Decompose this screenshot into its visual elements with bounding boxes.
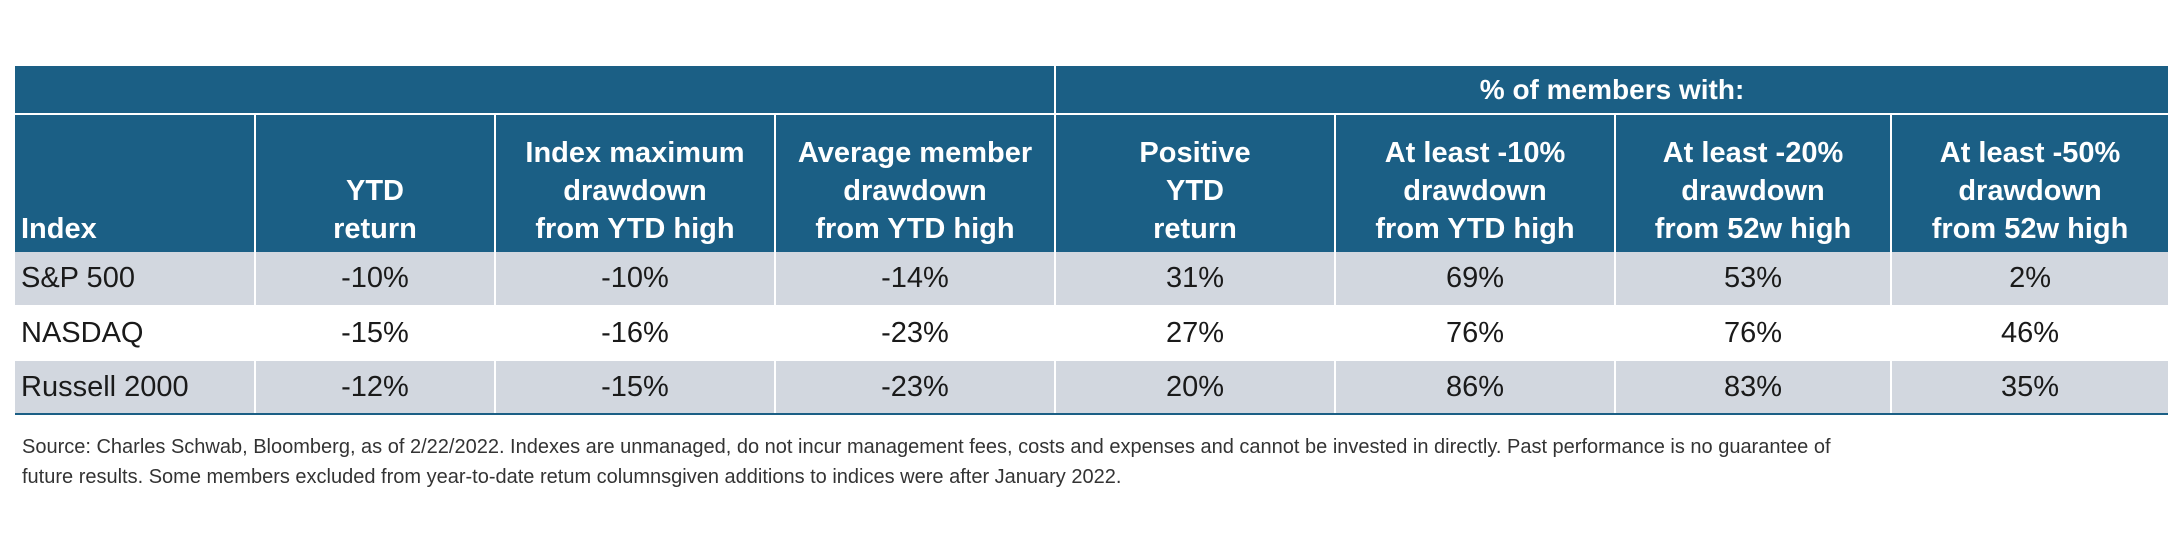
at-least-20-drawdown-cell: 53%: [1615, 252, 1892, 306]
ytd-return-cell: -12%: [255, 360, 496, 415]
at-least-50-drawdown-cell: 35%: [1891, 360, 2169, 415]
performance-table: % of members with: Index YTD return Inde…: [15, 66, 2169, 415]
header-line: from 52w high: [1654, 213, 1852, 245]
column-header-index-max-drawdown: Index maximum drawdown from YTD high: [495, 114, 776, 252]
header-line: from 52w high: [1931, 213, 2129, 245]
table-row: Russell 2000 -12% -15% -23% 20% 86% 83% …: [15, 360, 2169, 415]
average-member-drawdown-cell: -23%: [775, 306, 1056, 360]
header-line: return: [1153, 213, 1237, 245]
column-header-positive-ytd-return: Positive YTD return: [1055, 114, 1336, 252]
index-max-drawdown-cell: -10%: [495, 252, 776, 306]
source-line: Source: Charles Schwab, Bloomberg, as of…: [22, 436, 1831, 458]
header-line: Positive: [1139, 137, 1251, 169]
index-name-cell: Russell 2000: [15, 360, 256, 415]
average-member-drawdown-cell: -23%: [775, 360, 1056, 415]
at-least-20-drawdown-cell: 76%: [1615, 306, 1892, 360]
header-line: drawdown: [1681, 175, 1825, 207]
ytd-return-cell: -15%: [255, 306, 496, 360]
performance-table-container: % of members with: Index YTD return Inde…: [15, 66, 2169, 415]
source-footnote: Source: Charles Schwab, Bloomberg, as of…: [22, 432, 2152, 492]
header-line: from YTD high: [815, 213, 1015, 245]
ytd-return-cell: -10%: [255, 252, 496, 306]
index-name-cell: NASDAQ: [15, 306, 256, 360]
column-header-index: Index: [15, 114, 256, 252]
at-least-50-drawdown-cell: 2%: [1891, 252, 2169, 306]
at-least-10-drawdown-cell: 76%: [1335, 306, 1616, 360]
column-header-at-least-20-drawdown: At least -20% drawdown from 52w high: [1615, 114, 1892, 252]
header-line: Index maximum: [525, 137, 745, 169]
at-least-10-drawdown-cell: 69%: [1335, 252, 1616, 306]
header-line: from YTD high: [1375, 213, 1575, 245]
positive-ytd-return-cell: 20%: [1055, 360, 1336, 415]
column-header-row: Index YTD return Index maximum drawdown …: [15, 114, 2169, 252]
header-line: At least -10%: [1384, 137, 1566, 169]
group-header-spacer: [15, 66, 1056, 115]
column-header-at-least-10-drawdown: At least -10% drawdown from YTD high: [1335, 114, 1616, 252]
header-line: Index: [21, 213, 97, 245]
group-header-row: % of members with:: [15, 66, 2169, 115]
header-line: from YTD high: [535, 213, 735, 245]
header-line: drawdown: [563, 175, 707, 207]
average-member-drawdown-cell: -14%: [775, 252, 1056, 306]
header-line: drawdown: [843, 175, 987, 207]
source-line: future results. Some members excluded fr…: [22, 466, 1122, 488]
header-line: YTD: [346, 175, 404, 207]
column-header-average-member-drawdown: Average member drawdown from YTD high: [775, 114, 1056, 252]
index-max-drawdown-cell: -15%: [495, 360, 776, 415]
header-line: return: [333, 213, 417, 245]
at-least-20-drawdown-cell: 83%: [1615, 360, 1892, 415]
header-line: At least -50%: [1939, 137, 2121, 169]
header-line: drawdown: [1958, 175, 2102, 207]
at-least-10-drawdown-cell: 86%: [1335, 360, 1616, 415]
column-header-ytd-return: YTD return: [255, 114, 496, 252]
header-line: drawdown: [1403, 175, 1547, 207]
at-least-50-drawdown-cell: 46%: [1891, 306, 2169, 360]
positive-ytd-return-cell: 27%: [1055, 306, 1336, 360]
table-row: S&P 500 -10% -10% -14% 31% 69% 53% 2%: [15, 252, 2169, 306]
positive-ytd-return-cell: 31%: [1055, 252, 1336, 306]
table-row: NASDAQ -15% -16% -23% 27% 76% 76% 46%: [15, 306, 2169, 360]
index-name-cell: S&P 500: [15, 252, 256, 306]
header-line: YTD: [1166, 175, 1224, 207]
column-header-at-least-50-drawdown: At least -50% drawdown from 52w high: [1891, 114, 2169, 252]
header-line: At least -20%: [1662, 137, 1844, 169]
group-header-members: % of members with:: [1055, 66, 2169, 115]
index-max-drawdown-cell: -16%: [495, 306, 776, 360]
header-line: Average member: [797, 137, 1033, 169]
